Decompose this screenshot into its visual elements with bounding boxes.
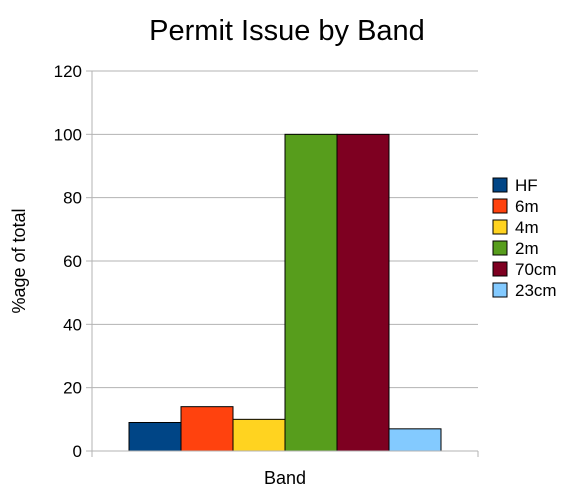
bar-2m xyxy=(284,133,338,452)
x-axis-title: Band xyxy=(264,468,306,488)
y-tick-label: 120 xyxy=(54,62,82,81)
bar-23cm xyxy=(388,428,442,452)
y-tick-label: 100 xyxy=(54,125,82,144)
legend: HF 6m 4m 2m 70cm 23cm xyxy=(492,176,557,300)
legend-swatch-2m xyxy=(492,240,508,256)
legend-label-4m: 4m xyxy=(515,218,539,237)
axes xyxy=(86,70,479,457)
y-axis-title: %age of total xyxy=(9,208,29,313)
y-tick-label: 20 xyxy=(63,379,82,398)
bar-4m xyxy=(232,418,286,452)
legend-label-hf: HF xyxy=(515,176,538,195)
legend-swatch-23cm xyxy=(492,282,508,298)
y-tick-label: 40 xyxy=(63,315,82,334)
chart-title: Permit Issue by Band xyxy=(149,15,425,47)
y-tick-label: 80 xyxy=(63,189,82,208)
legend-swatch-4m xyxy=(492,219,508,235)
legend-label-2m: 2m xyxy=(515,239,539,258)
legend-label-23cm: 23cm xyxy=(515,281,557,300)
bars xyxy=(128,133,442,452)
bar-hf xyxy=(128,422,182,452)
bar-70cm xyxy=(336,133,390,452)
legend-swatch-6m xyxy=(492,198,508,214)
legend-swatch-70cm xyxy=(492,261,508,277)
y-tick-label: 60 xyxy=(63,252,82,271)
bar-6m xyxy=(180,406,234,452)
legend-label-70cm: 70cm xyxy=(515,260,557,279)
legend-swatch-hf xyxy=(492,177,508,193)
y-tick-labels: 0 20 40 60 80 100 120 xyxy=(54,62,82,461)
y-tick-label: 0 xyxy=(73,442,82,461)
legend-label-6m: 6m xyxy=(515,197,539,216)
